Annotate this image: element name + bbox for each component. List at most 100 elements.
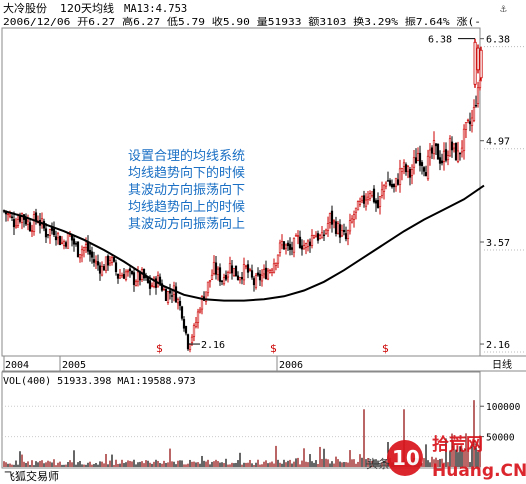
candle-body (238, 277, 242, 281)
volume-bar (99, 461, 101, 467)
volume-bar (3, 461, 5, 467)
candle-body (12, 219, 16, 228)
volume-bar (39, 460, 41, 467)
candle-body (206, 281, 210, 294)
volume-bar (227, 464, 229, 467)
candle-body (464, 122, 468, 130)
volume-bar (163, 460, 165, 467)
candle-body (28, 222, 32, 232)
candle-body (308, 241, 312, 246)
volume-bar (115, 459, 117, 467)
candle-body (188, 343, 192, 350)
candle-body (180, 306, 184, 319)
candle-body (312, 235, 316, 238)
candle-body (436, 143, 440, 160)
volume-bar (55, 465, 57, 467)
candle-body (432, 140, 436, 155)
candle-body (460, 147, 464, 153)
volume-bar (161, 463, 163, 467)
y-tick-label: 4.97 (486, 137, 510, 148)
volume-bar (125, 462, 127, 467)
candle-body (398, 168, 402, 185)
candle-body (156, 275, 160, 288)
volume-bar (245, 462, 247, 467)
candle-body (272, 263, 276, 273)
volume-bar (247, 462, 249, 467)
candle-body (230, 265, 234, 274)
volume-bar (79, 460, 81, 467)
volume-bar (71, 462, 73, 467)
volume-bar (225, 458, 227, 467)
y-tick-label: 6.38 (486, 35, 510, 46)
volume-bar (51, 462, 53, 467)
volume-bar (183, 464, 185, 467)
candle-body (6, 213, 10, 215)
candle-body (472, 107, 476, 122)
timeframe-label[interactable]: 日线 (492, 358, 512, 371)
candle-body (266, 270, 270, 280)
volume-bar (27, 461, 29, 467)
candle-body (64, 242, 68, 247)
volume-bar (351, 459, 353, 467)
volume-bar (45, 462, 47, 467)
volume-bar (165, 462, 167, 467)
volume-bar (151, 463, 153, 467)
candle-body (332, 220, 336, 223)
candle-body (162, 289, 166, 291)
candle-body (288, 244, 292, 250)
volume-bar (461, 448, 463, 467)
volume-bar (167, 462, 169, 467)
candle-body (440, 160, 444, 164)
volume-bar (423, 458, 425, 467)
volume-bar (445, 438, 447, 467)
volume-bar (369, 460, 371, 467)
candle-body (62, 241, 66, 246)
volume-bar (249, 459, 251, 467)
volume-bar (85, 464, 87, 467)
volume-bar (199, 463, 201, 467)
candle-body (334, 221, 338, 234)
candle-body (278, 242, 282, 253)
candle-body (88, 249, 92, 255)
candle-body (222, 277, 226, 285)
volume-bar (469, 462, 471, 467)
volume-bar (59, 461, 61, 467)
volume-bar (77, 462, 79, 467)
candle-body (306, 240, 310, 247)
candle-body (364, 199, 368, 207)
candle-body (434, 143, 438, 147)
candle-body (336, 223, 340, 234)
candle-body (478, 79, 482, 89)
volume-bar (103, 463, 105, 467)
volume-bar (309, 454, 311, 467)
volume-bar (75, 464, 77, 467)
volume-bar (67, 462, 69, 467)
volume-bar (335, 456, 337, 467)
candle-body (420, 162, 424, 167)
annotation-text: 设置合理的均线系统 均线趋势向下的时候 其波动方向振荡向下 均线趋势向上的时候 … (128, 148, 245, 232)
candle-body (456, 150, 460, 163)
volume-bar (193, 461, 195, 467)
candle-body (412, 157, 416, 168)
candle-body (170, 295, 174, 297)
volume-bar (217, 461, 219, 467)
candle-body (14, 225, 18, 228)
candle-body (314, 235, 318, 238)
volume-bar (129, 460, 131, 467)
candle-body (362, 195, 366, 204)
candle-body (200, 296, 204, 310)
candle-body (242, 264, 246, 281)
candle-body (390, 183, 394, 188)
volume-bar (365, 459, 367, 467)
volume-bar (201, 455, 203, 467)
candle-body (346, 230, 350, 239)
volume-bar (133, 459, 135, 467)
volume-bar (187, 463, 189, 467)
volume-bar (433, 459, 435, 467)
candle-body (196, 311, 200, 323)
candle-body (58, 236, 62, 246)
candle-body (322, 234, 326, 236)
volume-bar (57, 462, 59, 467)
watermark-toutiao: 头条 (366, 457, 390, 471)
watermark-domain: Huang.CN (432, 461, 526, 481)
